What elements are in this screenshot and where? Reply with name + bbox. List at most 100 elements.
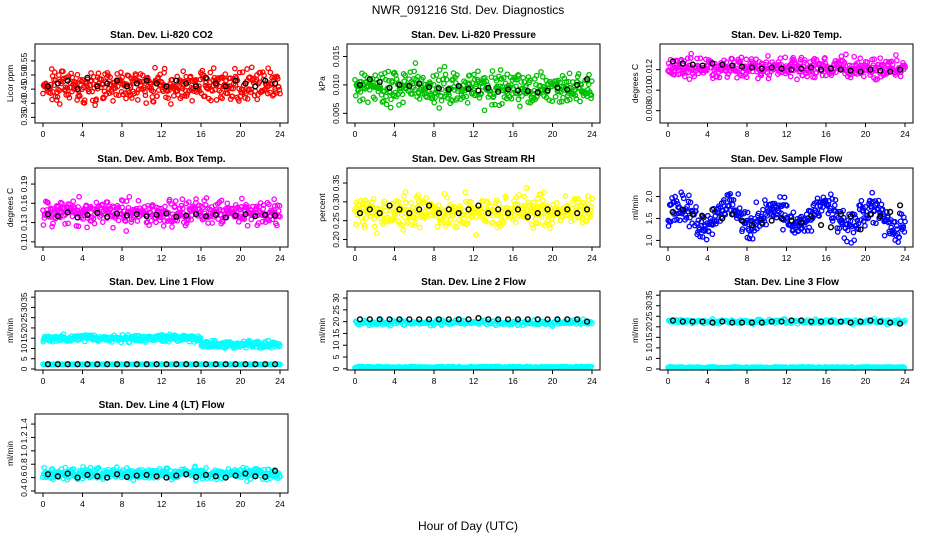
- data-point: [222, 71, 229, 77]
- panel-data: [352, 185, 596, 238]
- hourly-point: [183, 212, 190, 219]
- data-point: [674, 201, 681, 207]
- hourly-point: [827, 65, 835, 72]
- data-point: [49, 223, 55, 230]
- hourly-point: [406, 82, 413, 90]
- data-point: [213, 97, 220, 103]
- hourly-point: [153, 211, 160, 218]
- hourly-point: [554, 84, 561, 91]
- x-tick-label: 0: [41, 253, 46, 263]
- data-point: [408, 200, 415, 206]
- data-point: [99, 219, 106, 226]
- data-point: [490, 219, 497, 226]
- data-point: [721, 197, 727, 203]
- hourly-point: [271, 212, 279, 219]
- panel-data: [40, 64, 283, 109]
- x-tick-label: 20: [236, 499, 246, 509]
- x-tick-label: 20: [548, 129, 558, 139]
- data-point: [416, 224, 423, 231]
- hourly-point: [202, 74, 210, 81]
- data-point: [88, 70, 94, 76]
- hourly-point: [778, 215, 785, 222]
- x-tick-label: 12: [469, 376, 479, 386]
- hourly-point: [232, 361, 239, 368]
- data-point: [48, 66, 55, 72]
- hourly-point: [356, 316, 364, 323]
- data-point: [753, 199, 760, 206]
- data-point: [236, 69, 243, 76]
- data-point: [104, 69, 111, 76]
- data-point: [352, 92, 359, 99]
- hourly-point: [222, 83, 229, 90]
- data-point: [788, 214, 795, 220]
- data-point: [588, 92, 595, 98]
- data-point: [577, 98, 583, 105]
- x-tick-label: 8: [120, 499, 125, 509]
- data-point: [765, 53, 771, 59]
- data-point: [87, 464, 94, 471]
- y-tick-label: 0.35: [19, 109, 29, 126]
- hourly-point: [222, 361, 229, 368]
- x-tick-label: 20: [861, 253, 871, 263]
- hourly-point: [817, 318, 825, 325]
- data-point: [426, 319, 433, 326]
- data-point: [816, 213, 823, 219]
- hourly-point: [847, 67, 854, 74]
- data-point: [801, 228, 808, 234]
- data-point: [275, 83, 282, 90]
- x-tick-label: 4: [392, 129, 397, 139]
- hourly-point: [788, 317, 795, 324]
- data-point: [56, 101, 63, 107]
- hourly-point: [788, 66, 795, 73]
- data-point: [107, 74, 113, 80]
- data-point: [790, 54, 797, 61]
- hourly-point: [173, 213, 180, 220]
- data-point: [422, 93, 429, 100]
- data-point: [454, 72, 460, 78]
- data-point: [56, 87, 63, 94]
- panel-y-label: degrees C: [5, 188, 15, 227]
- data-point: [518, 79, 524, 85]
- data-point: [492, 200, 499, 206]
- data-point: [878, 201, 885, 208]
- data-point: [888, 58, 895, 65]
- x-tick-label: 16: [196, 253, 206, 263]
- y-tick-label: 0: [19, 366, 29, 371]
- data-point: [257, 69, 264, 76]
- data-point: [553, 199, 560, 206]
- y-tick-label: 20: [19, 323, 29, 333]
- data-point: [275, 208, 282, 214]
- data-point: [735, 191, 742, 197]
- hourly-point: [386, 316, 393, 323]
- x-tick-label: 20: [861, 376, 871, 386]
- data-point: [679, 192, 686, 198]
- x-tick-label: 16: [508, 253, 518, 263]
- hourly-point: [748, 64, 756, 71]
- hourly-point: [133, 211, 140, 218]
- data-point: [560, 94, 566, 101]
- hourly-point: [837, 318, 844, 325]
- data-point: [814, 195, 821, 202]
- data-point: [383, 101, 390, 108]
- plot-frame: [659, 290, 914, 371]
- data-point: [436, 202, 442, 209]
- data-point: [475, 68, 481, 75]
- hourly-point: [54, 361, 61, 368]
- data-point: [902, 218, 908, 225]
- data-point: [160, 223, 167, 229]
- hourly-point: [524, 316, 531, 323]
- hourly-point: [679, 206, 686, 213]
- data-point: [207, 69, 214, 76]
- data-point: [142, 88, 148, 95]
- data-point: [838, 53, 845, 60]
- data-point: [697, 55, 704, 62]
- x-tick-label: 16: [508, 129, 518, 139]
- data-point: [589, 195, 596, 202]
- data-point: [76, 193, 82, 200]
- data-point: [131, 90, 138, 97]
- data-point: [261, 72, 267, 79]
- data-point: [858, 197, 865, 204]
